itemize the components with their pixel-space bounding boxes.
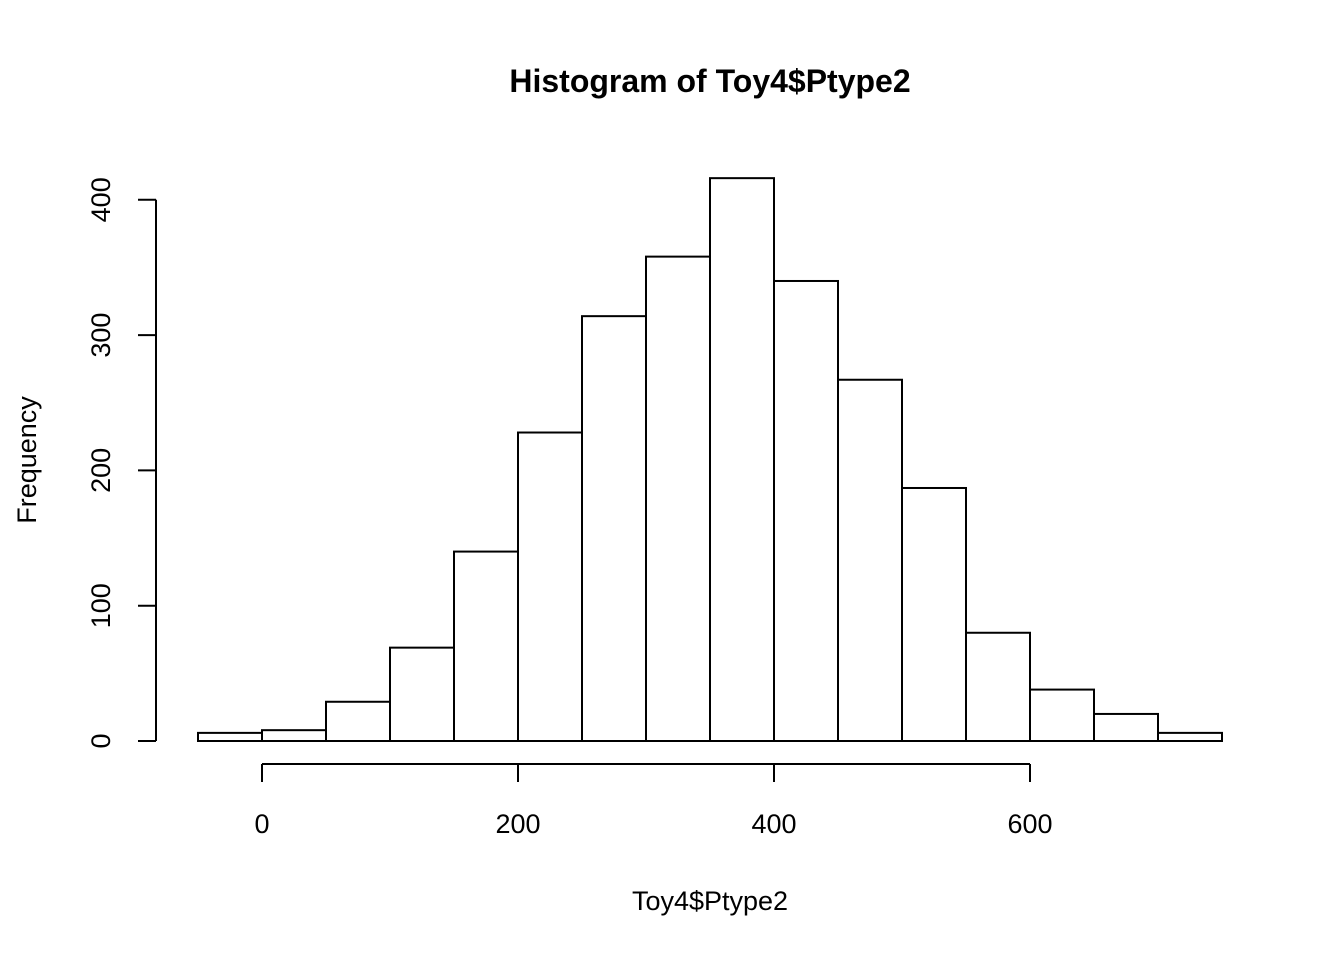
histogram-bar xyxy=(1029,688,1095,742)
x-axis-label: Toy4$Ptype2 xyxy=(632,886,788,916)
y-axis-label: Frequency xyxy=(12,396,42,524)
histogram-bar xyxy=(1157,731,1223,743)
chart-title: Histogram of Toy4$Ptype2 xyxy=(509,63,910,99)
bars-group xyxy=(197,177,1223,743)
y-tick-label: 200 xyxy=(86,448,116,493)
histogram-bar xyxy=(645,255,711,742)
y-tick-label: 300 xyxy=(86,313,116,358)
histogram-bar xyxy=(581,315,647,742)
histogram-bar xyxy=(197,731,263,743)
histogram-bar xyxy=(837,378,903,742)
x-axis: 0 200 400 600 xyxy=(254,763,1053,839)
x-tick-label: 0 xyxy=(254,809,269,839)
histogram-bar xyxy=(901,486,967,743)
y-axis: 0 100 200 300 400 xyxy=(86,177,157,749)
x-tick-label: 600 xyxy=(1007,809,1052,839)
histogram-bar xyxy=(261,729,327,743)
x-tick-label: 200 xyxy=(495,809,540,839)
histogram-bar xyxy=(517,431,583,742)
y-tick-label: 400 xyxy=(86,177,116,222)
x-tick-label: 400 xyxy=(751,809,796,839)
histogram-bar xyxy=(1093,712,1159,743)
histogram-bar xyxy=(773,279,839,742)
histogram-bar xyxy=(709,177,775,743)
histogram-bar xyxy=(965,631,1031,743)
y-tick-label: 100 xyxy=(86,583,116,628)
histogram-bar xyxy=(389,646,455,743)
histogram-bar xyxy=(325,700,391,742)
histogram-bar xyxy=(453,550,519,743)
y-tick-label: 0 xyxy=(86,733,116,748)
